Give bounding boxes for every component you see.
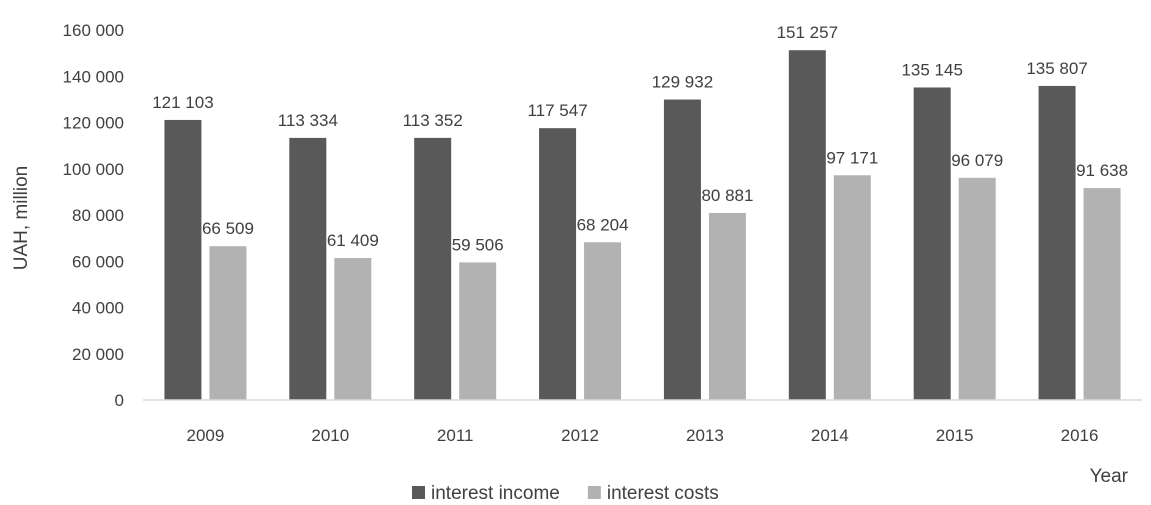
data-label: 91 638 (1076, 161, 1128, 180)
bar-interest-costs (584, 242, 622, 400)
bar-interest-costs (958, 177, 996, 400)
bar-interest-income (913, 87, 951, 401)
bar-interest-costs (1083, 188, 1121, 400)
x-tick-label: 2012 (561, 426, 599, 445)
x-tick-label: 2013 (686, 426, 724, 445)
bar-interest-costs (708, 212, 746, 400)
x-tick-label: 2016 (1061, 426, 1099, 445)
data-label: 96 079 (951, 151, 1003, 170)
legend-label-interest-costs: interest costs (607, 483, 719, 504)
x-axis-tick-labels: 2009 2010 2011 2012 2013 2014 2015 2016 (187, 426, 1099, 445)
data-label: 113 352 (403, 111, 463, 130)
y-tick-label: 20 000 (72, 345, 124, 364)
y-tick-label: 160 000 (63, 21, 124, 40)
x-axis-title: Year (1090, 466, 1129, 487)
bar-interest-income (164, 119, 202, 400)
bars (164, 50, 1121, 401)
data-label: 97 171 (826, 148, 878, 167)
legend-label-interest-income: interest income (431, 483, 560, 504)
y-tick-label: 80 000 (72, 206, 124, 225)
x-tick-label: 2015 (936, 426, 974, 445)
y-axis-title: UAH, million (11, 166, 32, 271)
x-tick-label: 2009 (187, 426, 225, 445)
bar-interest-income (1038, 85, 1076, 400)
data-label: 129 932 (652, 73, 713, 92)
y-tick-label: 120 000 (63, 114, 124, 133)
data-label: 121 103 (152, 93, 213, 112)
bar-interest-income (289, 137, 327, 400)
data-label: 68 204 (577, 215, 629, 234)
y-tick-label: 140 000 (63, 67, 124, 86)
legend: interest income interest costs (412, 483, 719, 504)
data-label: 66 509 (202, 219, 254, 238)
data-labels: 121 103 66 509 113 334 61 409 113 352 59 506 1… (152, 23, 1128, 254)
bar-interest-income (414, 137, 452, 400)
y-axis-tick-labels: 0 20 000 40 000 60 000 80 000 100 000 120 000 1… (63, 21, 124, 410)
data-label: 80 881 (701, 186, 753, 205)
x-tick-label: 2014 (811, 426, 849, 445)
y-tick-label: 60 000 (72, 252, 124, 271)
bar-interest-income (788, 50, 826, 400)
bar-interest-costs (334, 257, 372, 400)
bar-interest-costs (459, 262, 497, 400)
data-label: 151 257 (777, 23, 838, 42)
data-label: 59 506 (452, 235, 504, 254)
data-label: 113 334 (278, 111, 338, 130)
data-label: 61 409 (327, 231, 379, 250)
bar-interest-income (539, 128, 577, 401)
y-tick-label: 100 000 (63, 160, 124, 179)
legend-swatch-interest-costs (587, 486, 601, 499)
x-tick-label: 2010 (311, 426, 349, 445)
data-label: 135 807 (1026, 59, 1087, 78)
data-label: 117 547 (527, 101, 587, 120)
y-tick-label: 40 000 (72, 299, 124, 318)
y-tick-label: 0 (115, 391, 124, 410)
bar-interest-costs (833, 175, 871, 400)
bar-interest-costs (209, 246, 247, 400)
x-tick-label: 2011 (437, 426, 474, 445)
data-label: 135 145 (901, 60, 962, 79)
legend-swatch-interest-income (412, 486, 425, 499)
bar-interest-income (663, 99, 701, 400)
